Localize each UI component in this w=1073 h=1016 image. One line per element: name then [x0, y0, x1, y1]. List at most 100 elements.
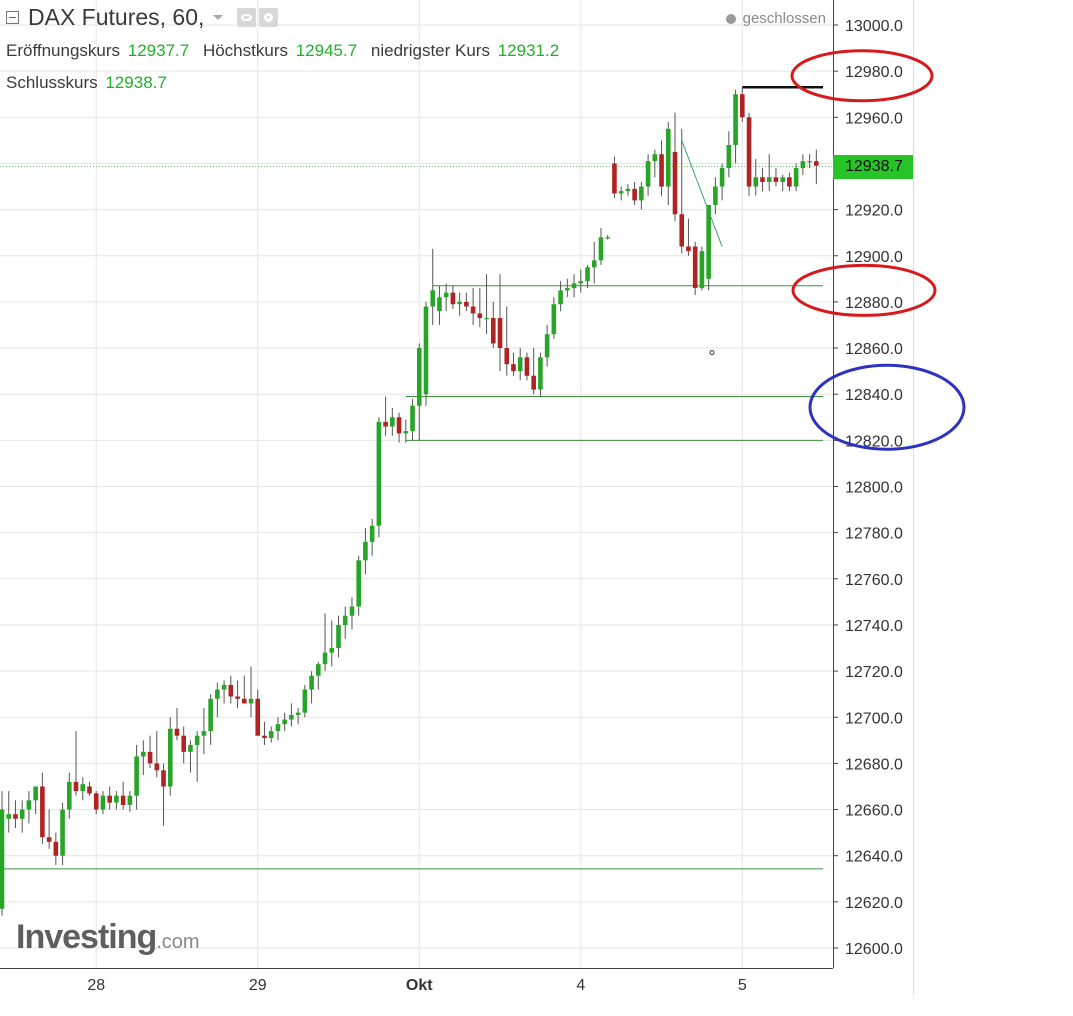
candle-body	[740, 94, 745, 118]
candle-body	[147, 751, 153, 764]
candle-body	[107, 795, 112, 803]
ohlc-row: Eröffnungskurs 12937.7 Höchstkurs 12945.…	[6, 41, 568, 61]
candle-body	[53, 841, 59, 856]
watermark-logo: Investing .com	[16, 918, 200, 957]
candle-body	[167, 728, 173, 787]
candle-body	[161, 770, 166, 787]
candle-body	[477, 313, 483, 319]
candle-body	[322, 652, 328, 665]
candle-body	[302, 689, 308, 713]
candle-body	[248, 698, 254, 704]
low-label: niedrigster Kurs	[370, 41, 490, 60]
candle-body	[578, 281, 584, 284]
candle-body	[410, 405, 415, 432]
candle-body	[268, 731, 274, 739]
candle-body	[40, 786, 45, 838]
candle-body	[612, 163, 617, 194]
candle-body	[484, 318, 489, 320]
candle-body	[618, 191, 624, 194]
candle-body	[773, 177, 779, 182]
candle-body	[0, 809, 5, 909]
candle-body	[120, 795, 126, 805]
candle-body	[659, 154, 664, 187]
candle-body	[423, 306, 429, 395]
candle-body	[275, 724, 281, 732]
x-tick-label: 28	[87, 977, 105, 994]
candle-body	[174, 728, 180, 736]
candle-body	[188, 744, 193, 752]
candle-body	[342, 615, 348, 625]
gear-icon[interactable]	[259, 8, 279, 27]
candle-body	[760, 177, 765, 182]
candle-body	[396, 417, 402, 434]
candle-body	[369, 525, 375, 542]
y-tick-label: 12860.0	[845, 341, 903, 358]
candle-body	[726, 144, 732, 169]
y-tick-label: 12760.0	[845, 572, 903, 589]
eye-icon[interactable]	[237, 8, 257, 27]
candle-body	[87, 786, 92, 794]
candle-body	[67, 781, 72, 810]
y-tick-label: 12780.0	[845, 526, 903, 543]
candle-body	[814, 161, 819, 166]
y-tick-label: 12680.0	[845, 756, 903, 773]
y-tick-label: 12700.0	[845, 710, 903, 727]
candle-body	[632, 188, 637, 201]
candle-body	[215, 689, 220, 699]
high-value: 12945.7	[295, 41, 358, 60]
candle-body	[591, 260, 597, 268]
candle-body	[336, 624, 341, 649]
candle-body	[201, 731, 207, 736]
x-tick-label: 29	[249, 977, 267, 994]
candle-body	[464, 301, 469, 307]
candle-body	[235, 696, 240, 699]
candle-body	[349, 606, 355, 616]
x-tick-label: Okt	[406, 977, 433, 994]
x-tick-label: 4	[576, 977, 585, 994]
highlight-ellipse	[790, 49, 934, 103]
symbol-title[interactable]: DAX Futures, 60,	[28, 4, 205, 30]
candle-body	[33, 786, 38, 801]
close-value: 12938.7	[105, 73, 167, 92]
watermark-suffix: .com	[156, 931, 200, 953]
candle-body	[598, 237, 604, 261]
candle-body	[639, 186, 644, 201]
candle-body	[60, 809, 65, 856]
candle-body	[289, 714, 294, 720]
candle-body	[19, 809, 25, 819]
trend-line	[681, 140, 723, 247]
x-tick-label: 5	[738, 977, 747, 994]
candle-body	[363, 541, 368, 561]
status-dot-icon	[725, 13, 736, 24]
candle-body	[134, 756, 139, 796]
candle-body	[154, 763, 160, 771]
y-tick-label: 12640.0	[845, 849, 903, 866]
candle-body	[26, 800, 32, 810]
candle-body	[665, 128, 671, 187]
candle-body	[80, 784, 86, 792]
candle-body	[329, 648, 335, 653]
candle-body	[672, 151, 678, 215]
candle-body	[437, 297, 442, 312]
candle-body	[73, 781, 79, 792]
y-tick-label: 12620.0	[845, 895, 903, 912]
y-tick-label: 12720.0	[845, 664, 903, 681]
chevron-down-icon[interactable]	[213, 15, 224, 20]
status-text: geschlossen	[742, 10, 826, 27]
candle-body	[517, 357, 523, 372]
y-tick-label: 12660.0	[845, 803, 903, 820]
candle-body	[753, 177, 759, 187]
y-tick-label: 13000.0	[845, 18, 903, 35]
collapse-icon[interactable]	[6, 11, 19, 24]
candle-body	[309, 675, 314, 690]
candle-body	[686, 246, 691, 252]
candle-body	[699, 251, 705, 289]
candle-body	[504, 348, 510, 365]
highlight-ellipse	[791, 263, 937, 317]
candle-body	[295, 712, 301, 715]
y-tick-label: 12880.0	[845, 295, 903, 312]
candle-body	[511, 364, 516, 372]
close-label: Schlusskurs	[6, 73, 98, 92]
